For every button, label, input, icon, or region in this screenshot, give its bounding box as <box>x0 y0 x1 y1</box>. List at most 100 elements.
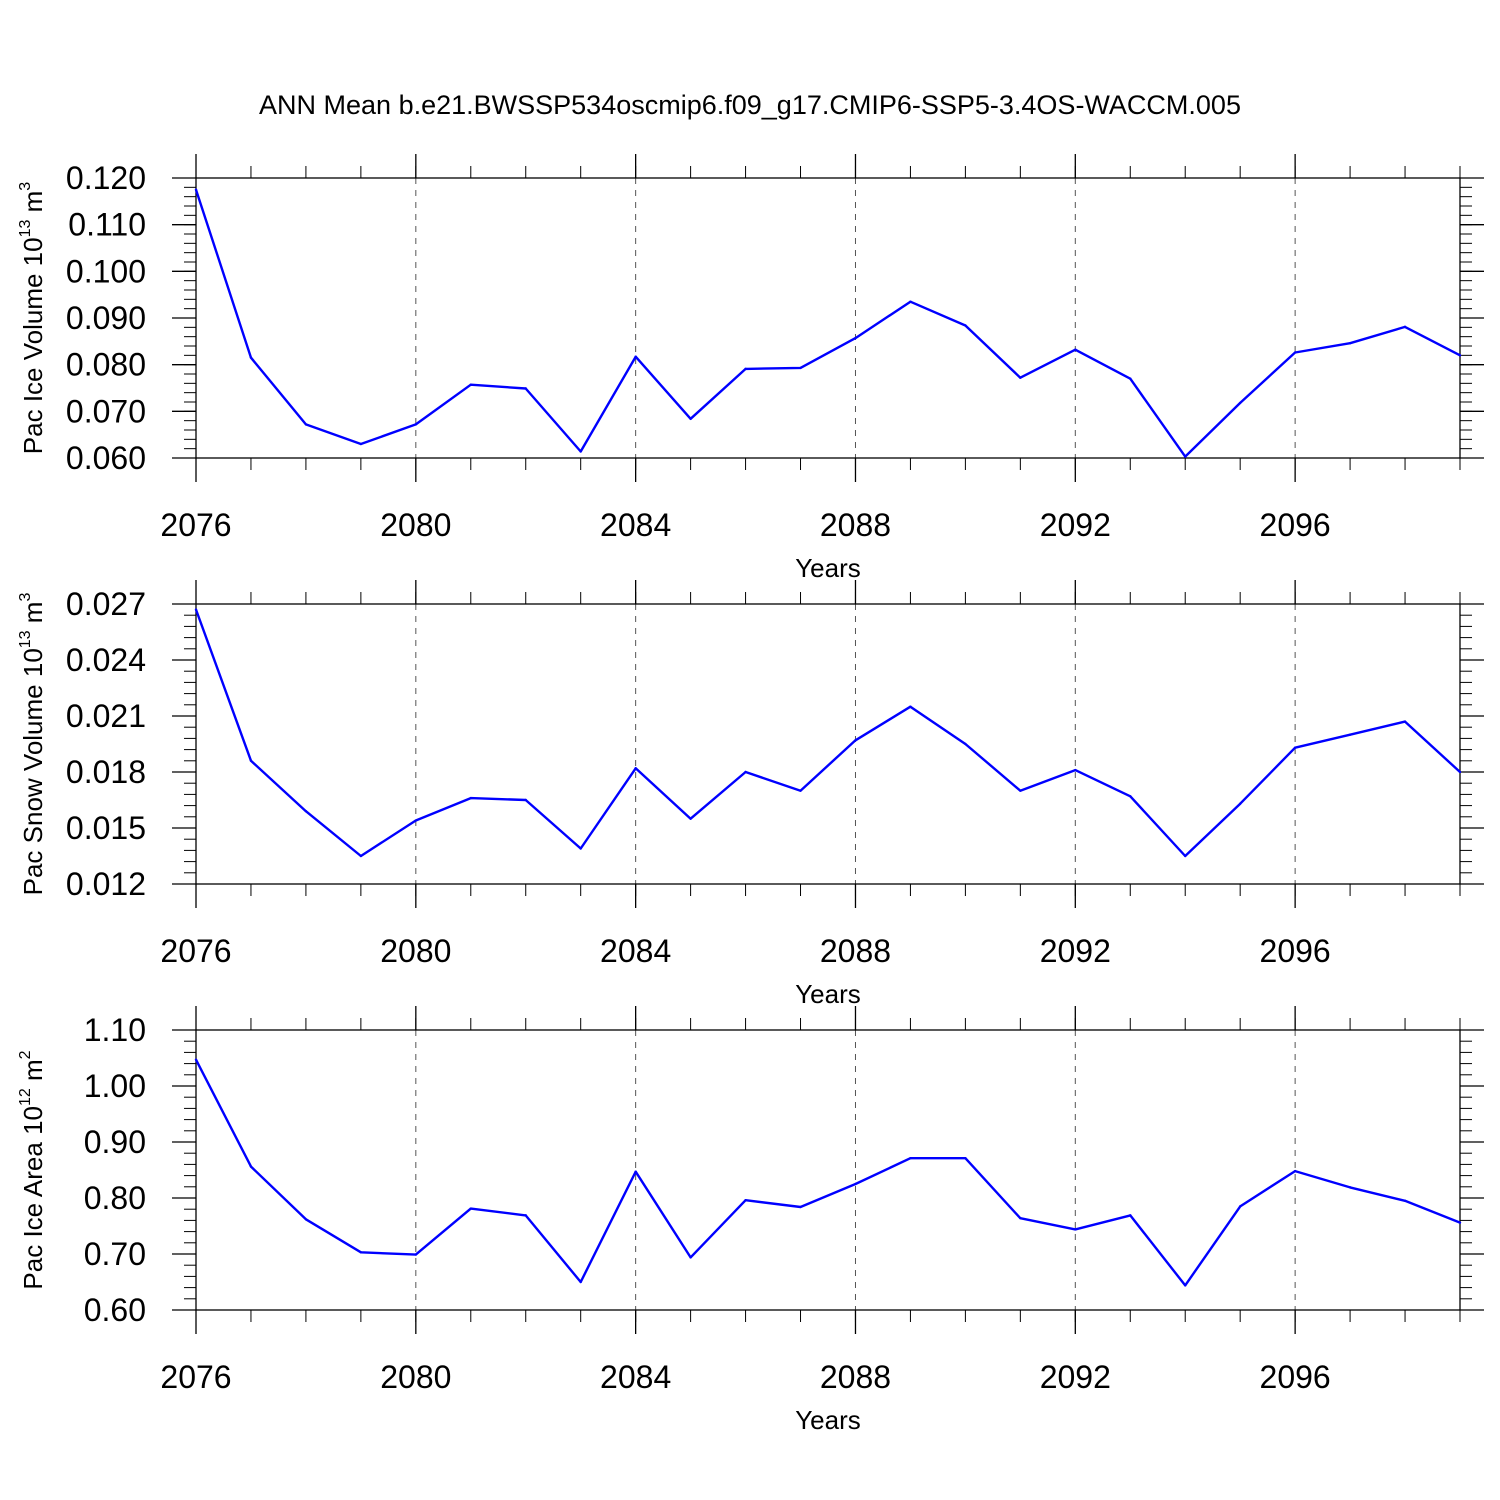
data-point <box>1019 789 1022 792</box>
data-point <box>469 796 472 800</box>
x-tick-label: 2076 <box>160 933 231 969</box>
y-tick-label: 0.018 <box>66 754 146 790</box>
x-tick-label: 2084 <box>600 507 671 543</box>
x-tick-label: 2092 <box>1040 507 1111 543</box>
y-tick-label: 0.100 <box>66 253 146 289</box>
y-tick-label: 0.110 <box>68 207 146 243</box>
series-line <box>194 189 1461 458</box>
data-point <box>799 366 802 370</box>
data-point <box>1293 351 1297 354</box>
y-tick-label: 0.120 <box>66 160 146 196</box>
y-axis-label-exponent: 12 <box>17 1088 34 1106</box>
x-tick-label: 2080 <box>380 933 451 969</box>
data-point <box>634 767 637 770</box>
data-point <box>1184 1284 1187 1287</box>
data-point <box>634 1170 637 1173</box>
y-axis-label-unit: m <box>18 1059 48 1088</box>
x-tick-label: 2080 <box>380 1359 451 1395</box>
data-point <box>1458 354 1462 357</box>
y-tick-label: 0.060 <box>66 440 146 476</box>
y-tick-label: 0.021 <box>66 698 146 734</box>
data-point <box>689 417 692 420</box>
y-axis-label: Pac Ice Area 1012 m2 <box>17 1050 48 1289</box>
data-point <box>414 819 418 822</box>
data-point <box>1129 1214 1132 1217</box>
y-tick-label: 0.070 <box>66 393 146 429</box>
data-point <box>1403 1199 1407 1203</box>
data-point <box>249 759 253 762</box>
y-axis-label-unit-exponent: 2 <box>17 1050 34 1059</box>
plot-frame <box>195 177 1461 459</box>
data-point <box>249 356 253 359</box>
x-tick-label: 2080 <box>380 507 451 543</box>
data-point <box>1458 770 1462 774</box>
y-tick-label: 0.90 <box>84 1124 146 1160</box>
data-point <box>1403 720 1407 723</box>
data-point <box>524 798 527 802</box>
x-tick-label: 2088 <box>820 507 891 543</box>
data-point <box>854 739 857 742</box>
data-point <box>909 300 912 303</box>
y-axis-label: Pac Ice Volume 1013 m3 <box>17 182 48 455</box>
y-axis-label-unit: m <box>18 191 48 220</box>
data-point <box>524 1214 527 1217</box>
y-tick-label: 0.027 <box>66 586 146 622</box>
data-point <box>414 423 418 426</box>
y-axis-label-exponent: 13 <box>17 630 34 648</box>
y-tick-label: 0.080 <box>66 347 146 383</box>
data-point <box>359 442 363 446</box>
data-point <box>1019 1216 1022 1220</box>
y-axis-label-main: Pac Snow Volume 10 <box>18 648 48 895</box>
data-point <box>1403 325 1407 329</box>
series-line <box>194 609 1461 858</box>
x-tick-label: 2096 <box>1260 933 1331 969</box>
data-point <box>194 1058 198 1061</box>
x-tick-label: 2096 <box>1260 507 1331 543</box>
data-point <box>1293 746 1297 749</box>
data-point <box>1348 342 1352 345</box>
data-point <box>689 1256 692 1259</box>
y-tick-label: 0.024 <box>66 642 146 678</box>
y-tick-label: 0.80 <box>84 1180 146 1216</box>
data-point <box>1074 348 1077 351</box>
x-axis-label: Years <box>795 553 861 583</box>
data-point <box>1129 795 1132 798</box>
data-point <box>304 1218 308 1221</box>
data-point <box>414 1253 418 1256</box>
y-tick-label: 1.10 <box>84 1012 146 1048</box>
data-point <box>469 383 472 386</box>
y-tick-label: 0.012 <box>66 866 146 902</box>
data-point <box>1238 802 1242 805</box>
y-axis-label-exponent: 13 <box>17 219 34 237</box>
data-point <box>1019 376 1022 379</box>
y-axis-label: Pac Snow Volume 1013 m3 <box>17 593 48 896</box>
x-tick-label: 2084 <box>600 1359 671 1395</box>
data-point <box>1238 1205 1242 1208</box>
plot-frame <box>195 603 1461 885</box>
data-point <box>579 1280 582 1284</box>
data-point <box>1184 455 1187 458</box>
data-point <box>194 608 198 611</box>
x-tick-label: 2088 <box>820 933 891 969</box>
data-point <box>1293 1169 1297 1173</box>
data-point <box>634 355 637 358</box>
data-point <box>1458 1221 1462 1224</box>
y-axis-label-main: Pac Ice Volume 10 <box>18 237 48 454</box>
data-point <box>1238 401 1242 405</box>
x-tick-label: 2076 <box>160 1359 231 1395</box>
data-point <box>1348 1186 1352 1189</box>
data-point <box>799 789 802 792</box>
chart-title: ANN Mean b.e21.BWSSP534oscmip6.f09_g17.C… <box>259 90 1241 120</box>
y-axis-label-unit: m <box>18 602 48 631</box>
data-point <box>579 847 582 850</box>
y-tick-label: 0.015 <box>66 810 146 846</box>
panel-3: 0.60 0.70 0.80 0.90 1.00 1.10 2076 2080 2084 2088… <box>17 1006 1484 1435</box>
data-point <box>469 1207 472 1210</box>
data-point <box>359 1251 363 1254</box>
x-axis-label: Years <box>795 979 861 1009</box>
x-tick-label: 2076 <box>160 507 231 543</box>
panel-1: 0.060 0.070 0.080 0.090 0.100 0.110 0.120 2076 2… <box>17 154 1484 583</box>
data-point <box>909 1157 912 1160</box>
x-tick-label: 2096 <box>1260 1359 1331 1395</box>
